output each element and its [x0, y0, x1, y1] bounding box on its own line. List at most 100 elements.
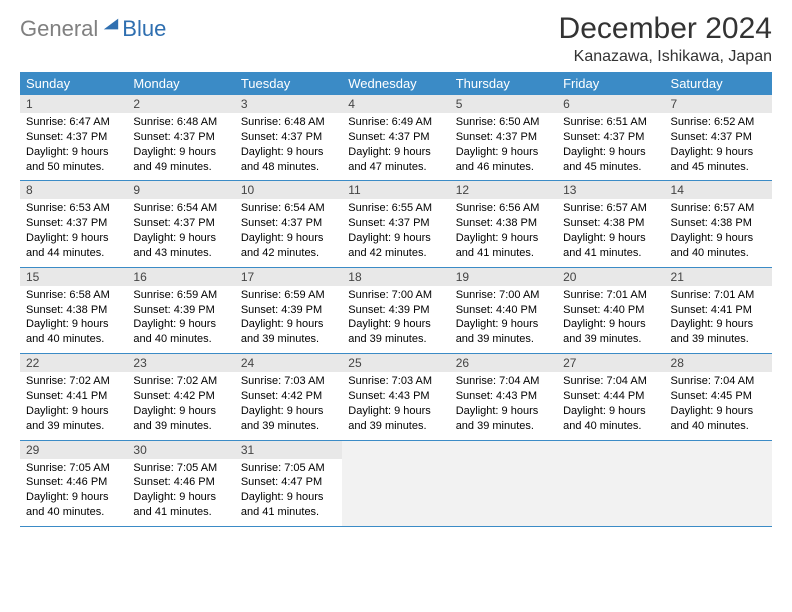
sunrise-text: Sunrise: 6:52 AM — [671, 115, 766, 130]
sunset-text: Sunset: 4:37 PM — [241, 216, 336, 231]
sunset-text: Sunset: 4:40 PM — [456, 303, 551, 318]
weekday-header: Monday — [127, 72, 234, 95]
day-number-cell: 4 — [342, 95, 449, 113]
daylight-text: and 39 minutes. — [456, 419, 551, 434]
sunrise-text: Sunrise: 6:47 AM — [26, 115, 121, 130]
day-number-cell: 27 — [557, 354, 664, 373]
daylight-text: and 39 minutes. — [348, 419, 443, 434]
day-number-row: 891011121314 — [20, 181, 772, 200]
day-content-row: Sunrise: 7:05 AMSunset: 4:46 PMDaylight:… — [20, 459, 772, 527]
day-number-row: 1234567 — [20, 95, 772, 113]
day-content-cell: Sunrise: 6:56 AMSunset: 4:38 PMDaylight:… — [450, 199, 557, 267]
weekday-header: Wednesday — [342, 72, 449, 95]
daylight-text: Daylight: 9 hours — [456, 145, 551, 160]
sunset-text: Sunset: 4:37 PM — [133, 130, 228, 145]
daylight-text: Daylight: 9 hours — [671, 404, 766, 419]
day-number-cell: 24 — [235, 354, 342, 373]
sunset-text: Sunset: 4:37 PM — [26, 216, 121, 231]
daylight-text: Daylight: 9 hours — [26, 145, 121, 160]
daylight-text: and 45 minutes. — [671, 160, 766, 175]
day-number-cell: 28 — [665, 354, 772, 373]
day-content-cell: Sunrise: 6:48 AMSunset: 4:37 PMDaylight:… — [235, 113, 342, 181]
daylight-text: and 39 minutes. — [563, 332, 658, 347]
sunrise-text: Sunrise: 7:02 AM — [26, 374, 121, 389]
sunset-text: Sunset: 4:41 PM — [26, 389, 121, 404]
day-number-cell: 26 — [450, 354, 557, 373]
sunrise-text: Sunrise: 6:55 AM — [348, 201, 443, 216]
sunrise-text: Sunrise: 7:04 AM — [563, 374, 658, 389]
sunrise-text: Sunrise: 6:49 AM — [348, 115, 443, 130]
daylight-text: and 46 minutes. — [456, 160, 551, 175]
month-title: December 2024 — [559, 12, 772, 46]
day-content-cell: Sunrise: 7:01 AMSunset: 4:40 PMDaylight:… — [557, 286, 664, 354]
day-number-cell — [450, 440, 557, 459]
sunset-text: Sunset: 4:39 PM — [348, 303, 443, 318]
day-content-cell: Sunrise: 7:01 AMSunset: 4:41 PMDaylight:… — [665, 286, 772, 354]
sunrise-text: Sunrise: 6:48 AM — [133, 115, 228, 130]
daylight-text: and 41 minutes. — [241, 505, 336, 520]
daylight-text: Daylight: 9 hours — [456, 404, 551, 419]
sunrise-text: Sunrise: 7:01 AM — [563, 288, 658, 303]
sunrise-text: Sunrise: 6:59 AM — [241, 288, 336, 303]
daylight-text: and 39 minutes. — [456, 332, 551, 347]
logo: General Blue — [20, 12, 166, 42]
day-number-cell: 5 — [450, 95, 557, 113]
daylight-text: and 44 minutes. — [26, 246, 121, 261]
day-content-cell: Sunrise: 7:04 AMSunset: 4:43 PMDaylight:… — [450, 372, 557, 440]
day-content-cell: Sunrise: 7:04 AMSunset: 4:45 PMDaylight:… — [665, 372, 772, 440]
daylight-text: Daylight: 9 hours — [241, 145, 336, 160]
sunrise-text: Sunrise: 7:05 AM — [241, 461, 336, 476]
daylight-text: and 40 minutes. — [133, 332, 228, 347]
day-content-cell: Sunrise: 6:51 AMSunset: 4:37 PMDaylight:… — [557, 113, 664, 181]
daylight-text: Daylight: 9 hours — [348, 145, 443, 160]
day-number-cell: 21 — [665, 267, 772, 286]
daylight-text: Daylight: 9 hours — [671, 145, 766, 160]
day-content-cell: Sunrise: 7:00 AMSunset: 4:39 PMDaylight:… — [342, 286, 449, 354]
daylight-text: Daylight: 9 hours — [563, 404, 658, 419]
sunset-text: Sunset: 4:38 PM — [671, 216, 766, 231]
sunset-text: Sunset: 4:42 PM — [241, 389, 336, 404]
day-content-cell: Sunrise: 7:05 AMSunset: 4:47 PMDaylight:… — [235, 459, 342, 527]
sunset-text: Sunset: 4:37 PM — [671, 130, 766, 145]
weekday-header-row: SundayMondayTuesdayWednesdayThursdayFrid… — [20, 72, 772, 95]
day-content-cell: Sunrise: 6:50 AMSunset: 4:37 PMDaylight:… — [450, 113, 557, 181]
logo-triangle-icon — [102, 15, 120, 33]
daylight-text: Daylight: 9 hours — [133, 231, 228, 246]
day-content-cell: Sunrise: 6:57 AMSunset: 4:38 PMDaylight:… — [557, 199, 664, 267]
day-content-row: Sunrise: 6:47 AMSunset: 4:37 PMDaylight:… — [20, 113, 772, 181]
day-content-row: Sunrise: 7:02 AMSunset: 4:41 PMDaylight:… — [20, 372, 772, 440]
sunrise-text: Sunrise: 6:54 AM — [133, 201, 228, 216]
day-content-cell — [665, 459, 772, 527]
sunrise-text: Sunrise: 7:02 AM — [133, 374, 228, 389]
day-content-cell: Sunrise: 6:52 AMSunset: 4:37 PMDaylight:… — [665, 113, 772, 181]
sunset-text: Sunset: 4:37 PM — [348, 216, 443, 231]
daylight-text: Daylight: 9 hours — [26, 404, 121, 419]
day-number-row: 22232425262728 — [20, 354, 772, 373]
day-number-row: 15161718192021 — [20, 267, 772, 286]
sunset-text: Sunset: 4:39 PM — [133, 303, 228, 318]
sunrise-text: Sunrise: 7:04 AM — [456, 374, 551, 389]
day-number-cell: 31 — [235, 440, 342, 459]
day-content-cell: Sunrise: 6:53 AMSunset: 4:37 PMDaylight:… — [20, 199, 127, 267]
day-content-row: Sunrise: 6:53 AMSunset: 4:37 PMDaylight:… — [20, 199, 772, 267]
sunset-text: Sunset: 4:43 PM — [456, 389, 551, 404]
day-number-cell: 8 — [20, 181, 127, 200]
sunset-text: Sunset: 4:46 PM — [133, 475, 228, 490]
day-number-cell: 3 — [235, 95, 342, 113]
sunrise-text: Sunrise: 7:00 AM — [456, 288, 551, 303]
daylight-text: and 47 minutes. — [348, 160, 443, 175]
daylight-text: Daylight: 9 hours — [671, 317, 766, 332]
daylight-text: and 39 minutes. — [241, 332, 336, 347]
day-number-row: 293031 — [20, 440, 772, 459]
daylight-text: and 40 minutes. — [26, 505, 121, 520]
day-content-cell: Sunrise: 6:59 AMSunset: 4:39 PMDaylight:… — [235, 286, 342, 354]
day-number-cell: 25 — [342, 354, 449, 373]
daylight-text: and 42 minutes. — [348, 246, 443, 261]
daylight-text: and 40 minutes. — [563, 419, 658, 434]
daylight-text: Daylight: 9 hours — [348, 404, 443, 419]
daylight-text: Daylight: 9 hours — [241, 404, 336, 419]
day-content-cell: Sunrise: 7:05 AMSunset: 4:46 PMDaylight:… — [127, 459, 234, 527]
sunrise-text: Sunrise: 7:04 AM — [671, 374, 766, 389]
sunrise-text: Sunrise: 6:50 AM — [456, 115, 551, 130]
sunset-text: Sunset: 4:39 PM — [241, 303, 336, 318]
